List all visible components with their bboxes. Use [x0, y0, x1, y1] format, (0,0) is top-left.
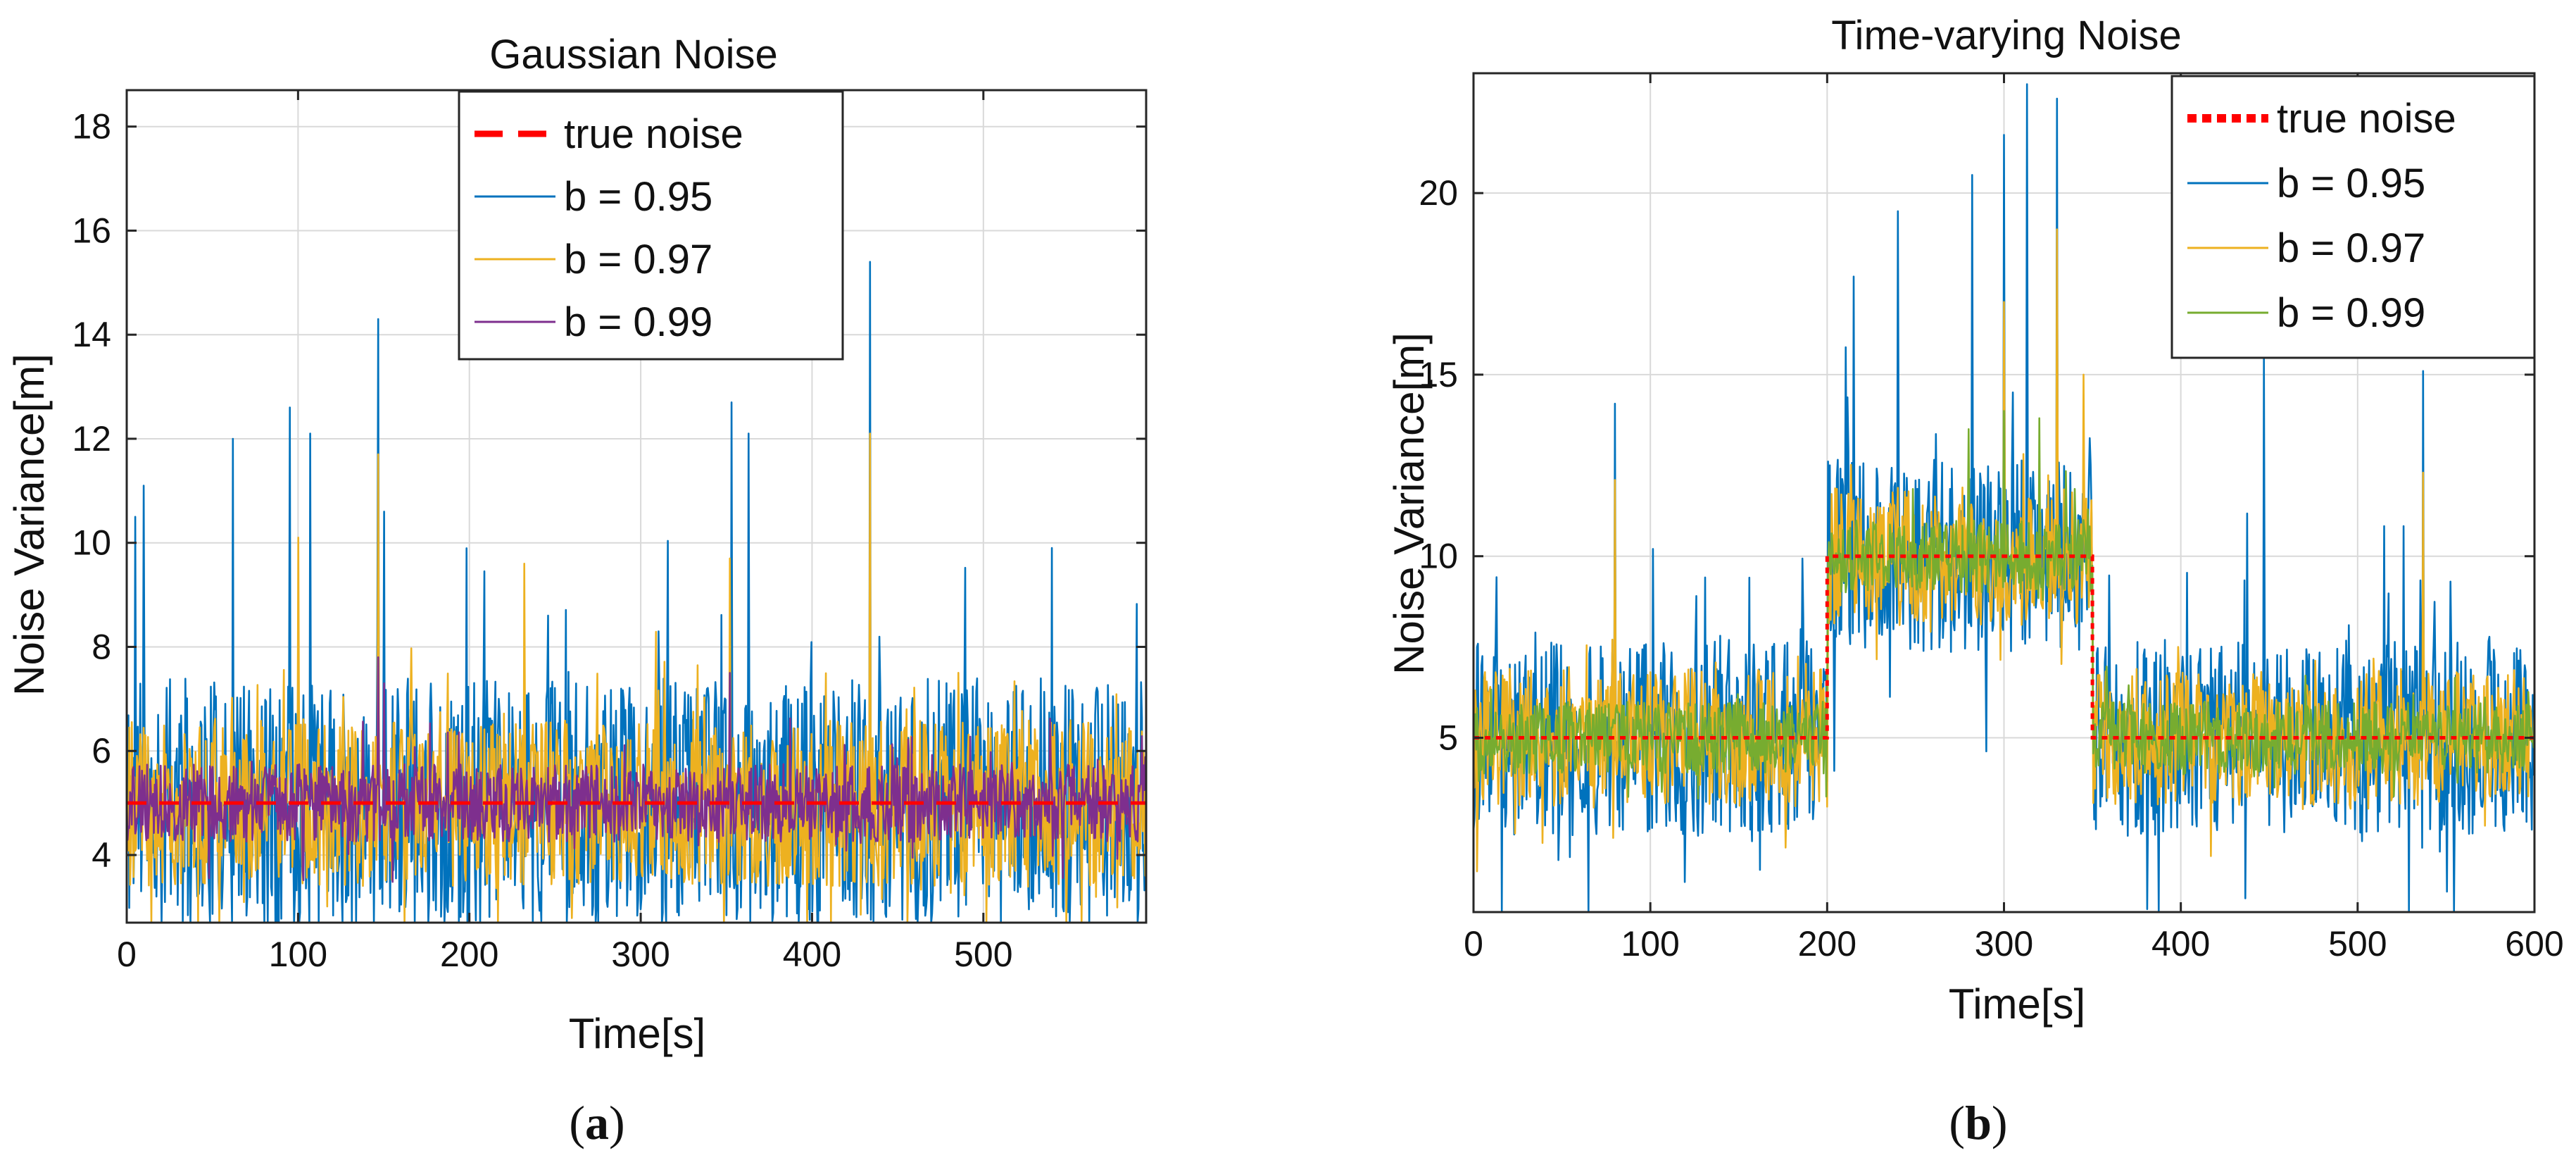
- x-tick-labels: 0 100 200 300 400 500 600: [1464, 924, 2564, 963]
- legend-label: b = 0.97: [564, 237, 712, 282]
- panel-label-b: (b): [1949, 1096, 2007, 1149]
- y-tick-labels: 5 10 15 20: [1419, 173, 1458, 757]
- y-tick-labels: 4 6 8 10 12 14 16 18: [72, 107, 111, 875]
- y-axis-label: Noise Variance[m]: [6, 354, 53, 696]
- x-tick-label: 300: [611, 935, 670, 974]
- series-line: [1472, 410, 2536, 800]
- panel-label-a: (a): [569, 1096, 624, 1149]
- legend-label: b = 0.99: [2277, 290, 2425, 336]
- y-tick-label: 14: [72, 315, 111, 354]
- y-tick-label: 20: [1419, 173, 1458, 213]
- plot-border: [125, 89, 1148, 924]
- y-tick-label: 18: [72, 107, 111, 146]
- series-line: [1472, 228, 2536, 873]
- x-tick-label: 400: [2151, 924, 2210, 963]
- legend: true noise b = 0.95 b = 0.97 b = 0.99: [458, 90, 844, 361]
- y-tick-label: 10: [72, 523, 111, 563]
- chart-gaussian-noise: 0 100 200 300 400 500 4 6 8 10 12 14 16 18 Gaussian …: [6, 32, 1148, 1057]
- series-line: [125, 656, 1148, 883]
- y-tick-label: 5: [1438, 718, 1458, 758]
- series-line: [125, 432, 1148, 924]
- x-axis-label: Time[s]: [1949, 980, 2085, 1028]
- x-tick-label: 400: [783, 935, 841, 974]
- legend-label: b = 0.99: [564, 299, 712, 345]
- y-tick-label: 15: [1419, 355, 1458, 394]
- y-tick-label: 16: [72, 211, 111, 250]
- chart-title: Gaussian Noise: [489, 32, 777, 77]
- y-axis-label: Noise Variance[m]: [1386, 332, 1433, 675]
- legend-label: true noise: [564, 111, 743, 157]
- x-tick-label: 100: [269, 935, 327, 974]
- chart-time-varying-noise: 0 100 200 300 400 500 600 5 10 15 20 Time-varying…: [1386, 13, 2564, 1028]
- tick-marks: [125, 90, 1146, 923]
- y-tick-label: 4: [92, 835, 111, 875]
- legend: true noise b = 0.95 b = 0.97 b = 0.99: [2170, 75, 2536, 359]
- series-group: [125, 261, 1148, 924]
- y-tick-label: 12: [72, 419, 111, 459]
- legend-label: b = 0.97: [2277, 225, 2425, 271]
- x-tick-label: 100: [1621, 924, 1679, 963]
- x-tick-label: 500: [954, 935, 1012, 974]
- legend-label: b = 0.95: [564, 174, 712, 220]
- y-tick-label: 8: [92, 627, 111, 666]
- x-axis-label: Time[s]: [569, 1010, 705, 1057]
- y-tick-label: 6: [92, 731, 111, 771]
- true-noise-line: [1474, 554, 2534, 740]
- x-tick-label: 300: [1975, 924, 2033, 963]
- legend-label: b = 0.95: [2277, 161, 2425, 206]
- x-tick-labels: 0 100 200 300 400 500: [117, 935, 1012, 974]
- y-tick-label: 10: [1419, 537, 1458, 576]
- x-tick-label: 200: [1798, 924, 1856, 963]
- x-tick-label: 600: [2505, 924, 2563, 963]
- legend-box: [2170, 75, 2536, 359]
- x-tick-label: 500: [2328, 924, 2387, 963]
- x-tick-label: 0: [117, 935, 137, 974]
- x-tick-label: 0: [1464, 924, 1483, 963]
- series-group: [1472, 83, 2536, 913]
- x-tick-label: 200: [440, 935, 498, 974]
- legend-label: true noise: [2277, 96, 2456, 142]
- chart-title: Time-varying Noise: [1831, 13, 2181, 58]
